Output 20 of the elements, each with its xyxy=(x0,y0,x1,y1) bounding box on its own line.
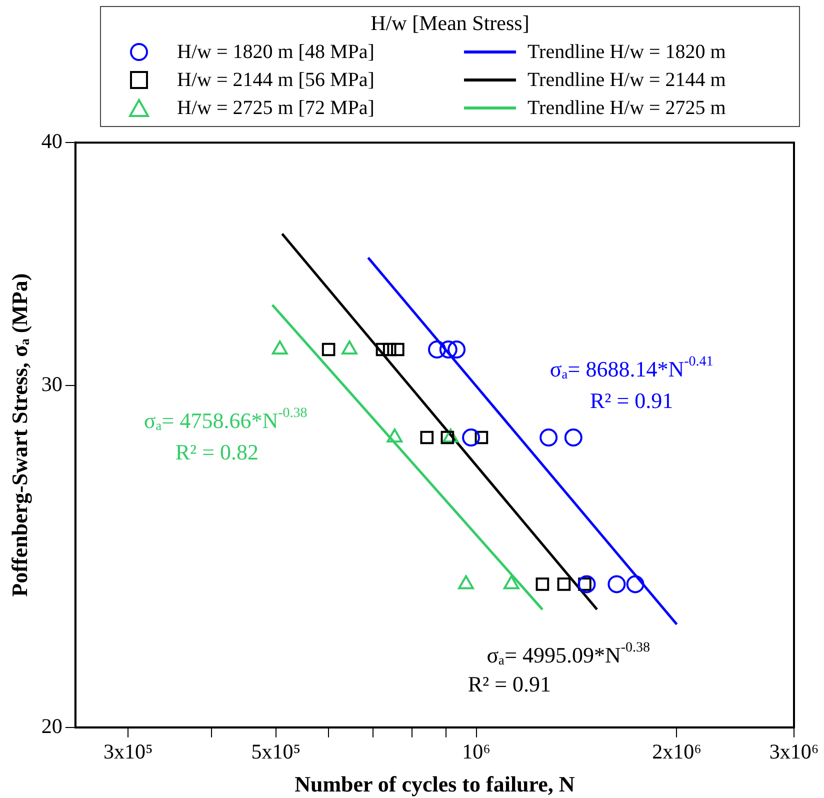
annotation: R² = 0.91 xyxy=(590,388,674,414)
x-axis-title: Number of cycles to failure, N xyxy=(294,771,575,796)
x-tick-label: 3x10⁵ xyxy=(103,740,153,764)
x-tick-label: 2x10⁶ xyxy=(652,740,702,764)
y-tick-label: 30 xyxy=(41,372,62,396)
legend-label: H/w = 2144 m [56 MPa] xyxy=(177,68,374,92)
legend-label: Trendline H/w = 2144 m xyxy=(528,68,726,92)
legend-title: H/w [Mean Stress] xyxy=(370,11,530,36)
x-tick-label: 5x10⁵ xyxy=(251,740,301,764)
legend-label: Trendline H/w = 1820 m xyxy=(528,40,726,64)
x-tick-label: 10⁶ xyxy=(462,740,490,764)
annotation: R² = 0.82 xyxy=(175,439,259,464)
annotation: R² = 0.91 xyxy=(468,672,552,697)
y-tick-label: 40 xyxy=(41,129,62,154)
x-tick-label: 3x10⁶ xyxy=(769,740,819,764)
y-tick-label: 20 xyxy=(41,714,62,738)
legend-label: H/w = 1820 m [48 MPa] xyxy=(177,40,374,64)
legend-label: Trendline H/w = 2725 m xyxy=(528,96,726,120)
y-axis-title: Poffenberg-Swart Stress, σₐ (MPa) xyxy=(6,273,32,597)
legend-label: H/w = 2725 m [72 MPa] xyxy=(177,96,374,120)
